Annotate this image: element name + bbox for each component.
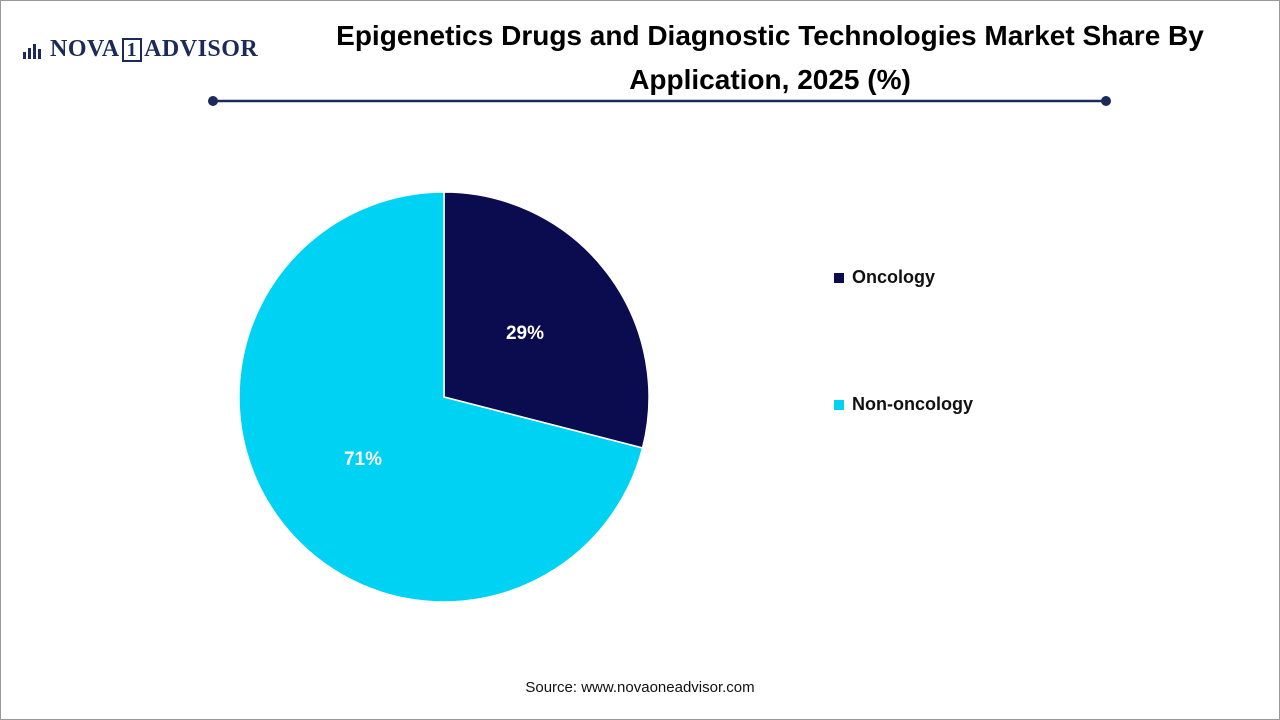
rule-dot bbox=[208, 96, 218, 106]
chart-title: Epigenetics Drugs and Diagnostic Technol… bbox=[336, 20, 1204, 95]
logo-text: NOVA bbox=[50, 36, 120, 62]
legend-label: Oncology bbox=[852, 267, 935, 287]
pie-slice bbox=[238, 191, 644, 603]
data-label: 29% bbox=[506, 323, 544, 344]
source: Source: www.novaoneadvisor.com bbox=[525, 679, 755, 696]
data-label: 71% bbox=[344, 449, 382, 470]
pie-slice bbox=[443, 191, 650, 449]
logo-icon bbox=[23, 43, 41, 59]
legend-label: Non-oncology bbox=[852, 394, 973, 414]
rule-dot bbox=[1101, 96, 1111, 106]
legend-swatch bbox=[834, 273, 844, 283]
logo: NOVA 1 ADVISOR bbox=[22, 36, 258, 63]
legend-swatch bbox=[834, 400, 844, 410]
logo-mark: 1 bbox=[121, 37, 143, 62]
logo-text: ADVISOR bbox=[144, 36, 259, 62]
